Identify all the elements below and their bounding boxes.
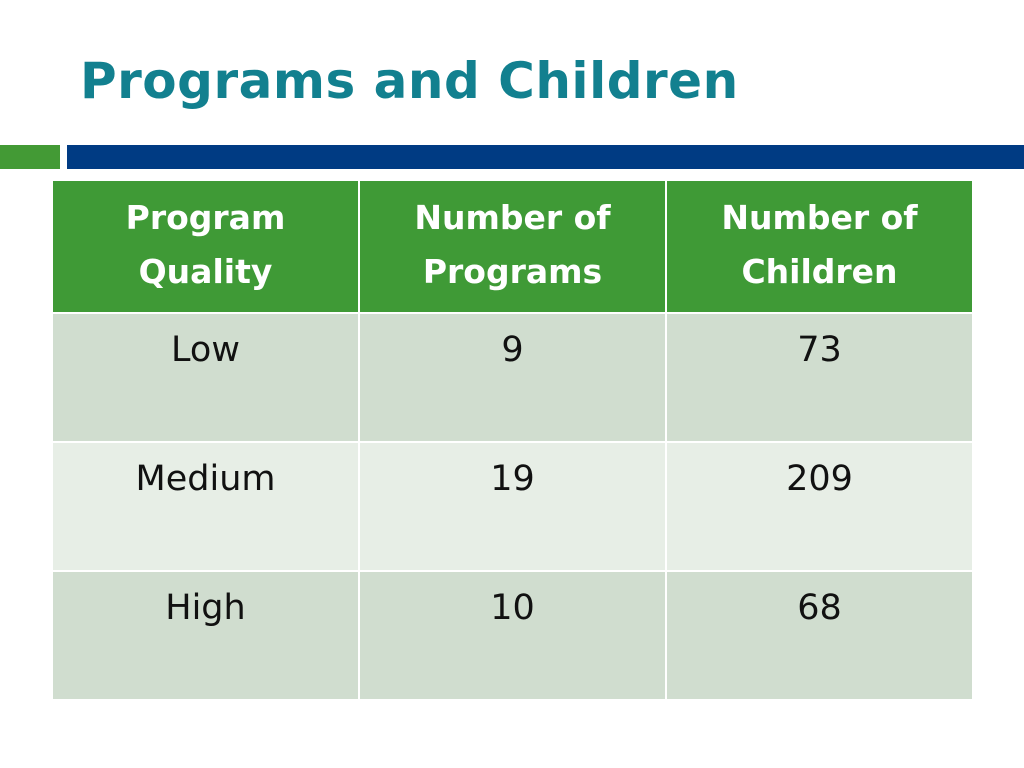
cell-children: 68 (665, 570, 974, 701)
cell-programs: 10 (358, 570, 667, 701)
cell-programs: 19 (358, 441, 667, 572)
cell-children: 73 (665, 312, 974, 443)
cell-quality: Medium (51, 441, 360, 572)
cell-quality: High (51, 570, 360, 701)
title-accent-bar-green (0, 145, 60, 169)
table-row: Medium 19 209 (51, 441, 974, 572)
programs-table: Program Quality Number of Programs Numbe… (51, 179, 974, 701)
header-label-line: Quality (138, 252, 273, 291)
table-row: High 10 68 (51, 570, 974, 701)
header-label-line: Number of (721, 198, 918, 237)
header-program-quality: Program Quality (51, 179, 360, 314)
title-accent-bar-blue (67, 145, 1024, 169)
header-label-line: Program (125, 198, 286, 237)
table-row: Low 9 73 (51, 312, 974, 443)
header-number-of-children: Number of Children (665, 179, 974, 314)
header-label-line: Children (741, 252, 898, 291)
table-header-row: Program Quality Number of Programs Numbe… (51, 179, 974, 314)
cell-programs: 9 (358, 312, 667, 443)
slide-title: Programs and Children (80, 52, 739, 110)
cell-children: 209 (665, 441, 974, 572)
cell-quality: Low (51, 312, 360, 443)
header-label-line: Programs (422, 252, 603, 291)
header-number-of-programs: Number of Programs (358, 179, 667, 314)
header-label-line: Number of (414, 198, 611, 237)
